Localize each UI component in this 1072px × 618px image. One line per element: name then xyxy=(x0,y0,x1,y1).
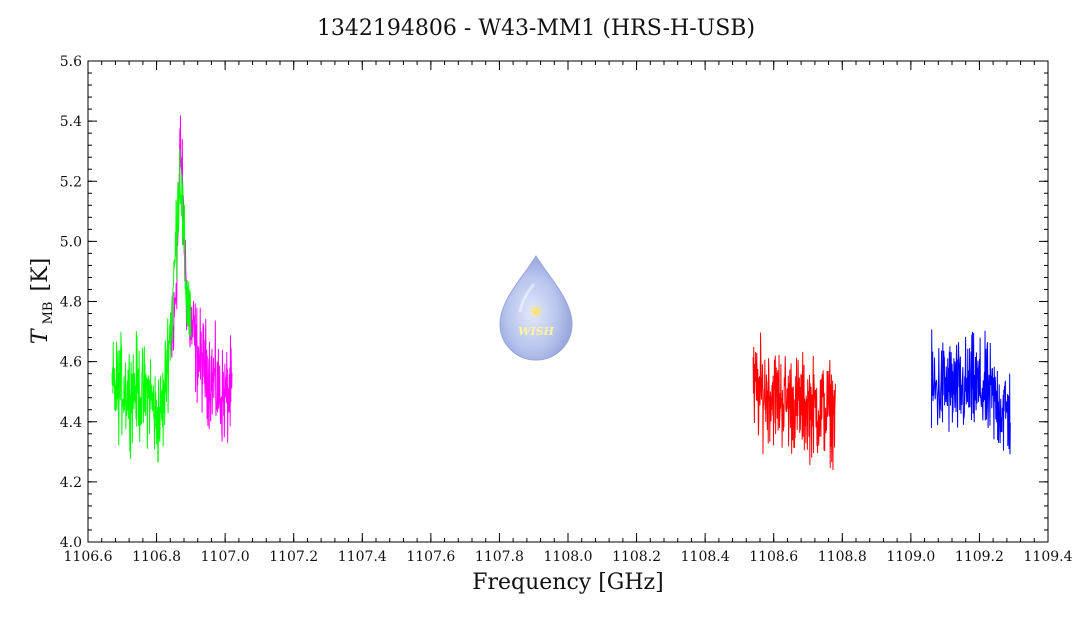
y-tick-label: 5.6 xyxy=(60,54,82,70)
y-tick-label: 5.4 xyxy=(60,114,82,130)
x-tick-label: 1109.0 xyxy=(886,549,935,565)
x-tick-label: 1107.0 xyxy=(201,549,250,565)
x-tick-label: 1106.8 xyxy=(132,549,181,565)
y-axis-subscript: MB xyxy=(41,302,56,325)
x-axis-title: Frequency [GHz] xyxy=(472,570,664,595)
series-line-4 xyxy=(930,329,1011,455)
series-line-3 xyxy=(752,332,836,471)
x-tick-label: 1107.4 xyxy=(338,549,387,565)
axis-ticks xyxy=(87,60,1049,543)
x-tick-label: 1109.4 xyxy=(1024,549,1072,565)
y-tick-label: 5.0 xyxy=(60,234,82,250)
wish-logo: ✷ WISH xyxy=(499,255,573,361)
y-tick-label: 4.8 xyxy=(60,295,82,311)
y-tick-label: 4.6 xyxy=(60,355,82,371)
x-tick-label: 1108.8 xyxy=(818,549,867,565)
y-tick-label: 4.4 xyxy=(60,415,82,431)
y-axis-symbol: T xyxy=(28,327,53,344)
x-tick-label: 1107.8 xyxy=(475,549,524,565)
y-axis-title: T MB [K] xyxy=(28,258,56,344)
plot-frame xyxy=(87,60,1049,543)
x-tick-label: 1108.2 xyxy=(612,549,661,565)
x-tick-labels: 1106.6 1106.8 1107.0 1107.2 1107.4 1107.6 1107… xyxy=(64,549,1072,565)
drop-icon xyxy=(499,255,573,361)
x-tick-label: 1106.6 xyxy=(64,549,113,565)
y-tick-labels: 4.0 4.2 4.4 4.6 4.8 5.0 5.2 5.4 5.6 xyxy=(60,54,82,551)
y-axis-unit: [K] xyxy=(28,258,53,292)
x-tick-label: 1107.2 xyxy=(269,549,318,565)
x-tick-label: 1108.6 xyxy=(749,549,798,565)
data-series xyxy=(111,115,1011,471)
x-tick-label: 1108.0 xyxy=(544,549,593,565)
x-tick-label: 1108.4 xyxy=(681,549,730,565)
y-tick-label: 4.0 xyxy=(60,535,82,551)
y-tick-label: 4.2 xyxy=(60,475,82,491)
svg-text:T MB [K]: T MB [K] xyxy=(28,258,56,344)
chart-title: 1342194806 - W43-MM1 (HRS-H-USB) xyxy=(316,16,756,41)
logo-text: WISH xyxy=(518,325,554,338)
x-tick-label: 1107.6 xyxy=(406,549,455,565)
series-line-2 xyxy=(111,149,192,463)
x-tick-label: 1109.2 xyxy=(955,549,1004,565)
series-line-1 xyxy=(169,115,233,443)
star-icon: ✷ xyxy=(528,302,543,323)
y-tick-label: 5.2 xyxy=(60,174,82,190)
